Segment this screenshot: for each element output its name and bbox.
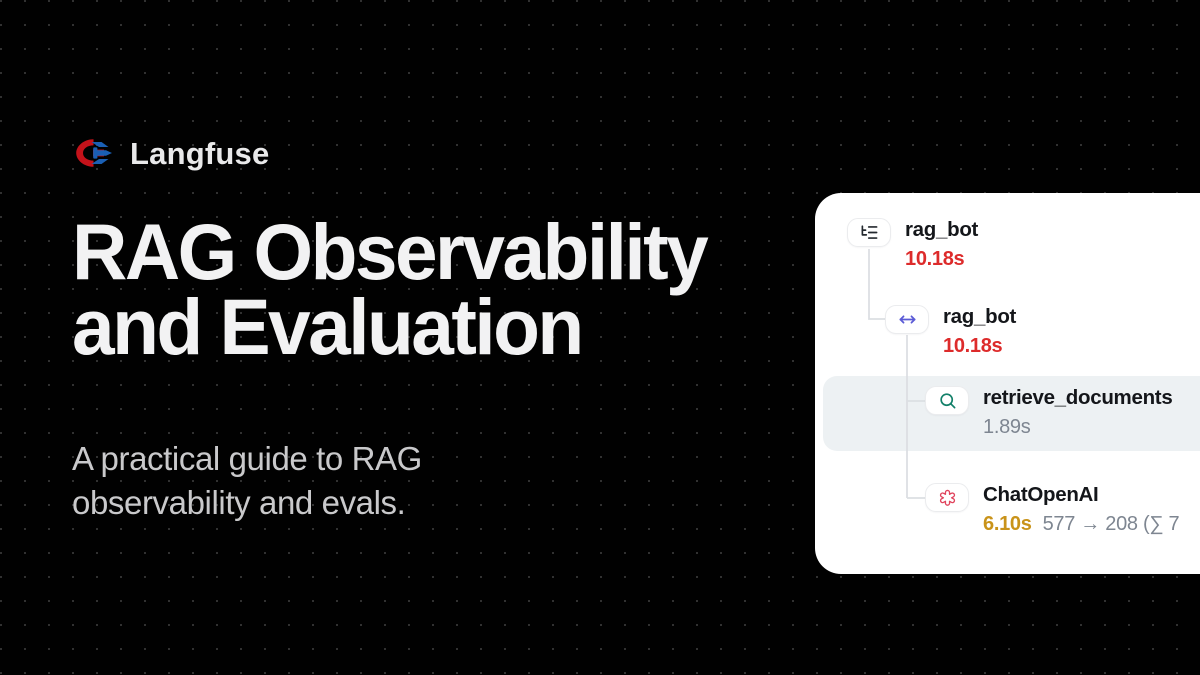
node-meta: 10.18s [905,248,978,270]
selected-row-highlight [823,376,1200,451]
trace-node-chatopenai[interactable]: ChatOpenAI 6.10s 577 → 208 (∑ 7 [925,483,1180,535]
brand-name: Langfuse [130,135,270,171]
trace-preview-card: rag_bot 10.18s rag_bot [815,193,1200,574]
trace-node-retrieve-documents[interactable]: retrieve_documents 1.89s [925,386,1173,438]
node-duration: 10.18s [943,334,1003,357]
node-text-block: rag_bot 10.18s [943,305,1016,357]
node-meta: 6.10s 577 → 208 (∑ 7 [983,512,1180,535]
node-text-block: ChatOpenAI 6.10s 577 → 208 (∑ 7 [983,483,1180,535]
langfuse-logo-icon [72,136,116,170]
trace-node-span[interactable]: rag_bot 10.18s [885,305,1016,357]
page-subtitle: A practical guide to RAG observability a… [72,437,632,524]
node-duration: 10.18s [905,247,965,270]
page-title: RAG Observability and Evaluation [72,207,809,372]
node-meta: 10.18s [943,335,1016,357]
node-meta: 1.89s [983,416,1172,438]
node-title: rag_bot [943,305,1017,328]
subtitle-line-1: A practical guide to RAG [72,440,422,477]
openai-icon [925,483,969,512]
node-title: ChatOpenAI [983,483,1099,506]
search-icon [925,386,969,415]
node-token-usage: 577 → 208 (∑ 7 [1042,512,1180,535]
subtitle-line-2: observability and evals. [72,483,406,521]
node-text-block: rag_bot 10.18s [905,218,978,270]
node-title: retrieve_documents [983,386,1173,409]
node-text-block: retrieve_documents 1.89s [983,386,1173,438]
node-duration: 6.10s [983,512,1032,535]
node-title: rag_bot [905,218,979,241]
trace-tree: rag_bot 10.18s rag_bot [815,193,1200,574]
hero-content-column: Langfuse RAG Observability and Evaluatio… [72,0,812,675]
node-duration: 1.89s [983,415,1031,438]
brand-lockup: Langfuse [72,136,269,170]
span-arrows-icon [885,305,929,334]
list-tree-icon [847,218,891,247]
headline-line-1: RAG Observability [72,207,709,296]
headline-line-2: and Evaluation [72,282,584,372]
trace-node-root[interactable]: rag_bot 10.18s [847,218,978,270]
